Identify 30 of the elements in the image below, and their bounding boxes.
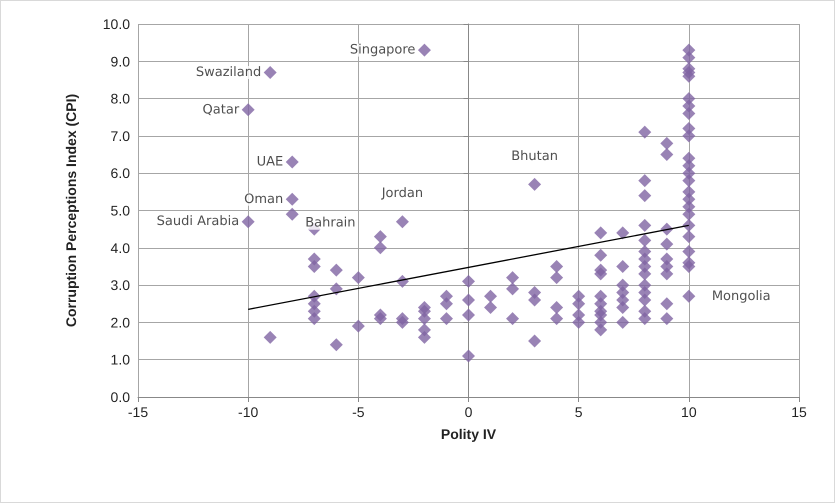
y-tick-label: 8.0 [110, 90, 130, 107]
y-tick-label: 3.0 [110, 277, 130, 294]
annotation: Mongolia [712, 288, 771, 304]
y-tick-label: 2.0 [110, 314, 130, 330]
x-tick-label: -15 [128, 404, 148, 420]
annotation: Qatar [202, 102, 240, 118]
y-axis-title: Corruption Perceptions Index (CPI) [63, 94, 79, 328]
annotation: Swaziland [196, 64, 262, 80]
annotation: Saudi Arabia [156, 214, 240, 230]
annotation: Oman [244, 192, 284, 207]
x-tick-label: 10 [681, 404, 697, 420]
x-tick-label: -5 [352, 404, 365, 420]
annotation: Bhutan [511, 148, 558, 164]
y-tick-label: 10.0 [102, 16, 130, 32]
y-tick-label: 5.0 [110, 202, 130, 218]
y-tick-label: 1.0 [110, 352, 130, 368]
annotation: Jordan [380, 186, 424, 202]
annotation: Bahrain [305, 216, 356, 231]
x-axis-title: Polity IV [440, 426, 497, 442]
y-tick-label: 4.0 [110, 240, 130, 256]
y-tick-label: 0.0 [110, 389, 130, 405]
annotation: UAE [256, 154, 284, 170]
x-tick-label: 15 [791, 404, 807, 420]
x-tick-label: 0 [464, 404, 473, 420]
x-tick-label: 5 [574, 404, 583, 420]
y-tick-label: 7.0 [110, 128, 130, 144]
y-tick-label: 6.0 [110, 165, 130, 182]
y-tick-label: 9.0 [110, 53, 130, 70]
annotation: Singapore [350, 42, 416, 58]
x-tick-label: -10 [238, 404, 258, 420]
